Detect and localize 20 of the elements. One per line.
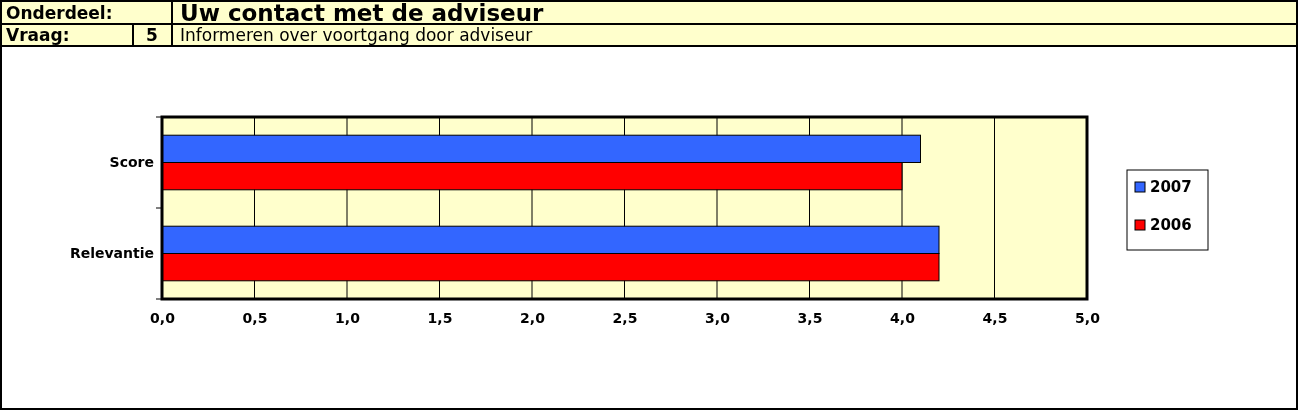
x-tick-label: 0,0 bbox=[150, 309, 176, 326]
x-tick-label: 2,0 bbox=[520, 309, 546, 326]
text: 5 bbox=[146, 25, 158, 45]
x-tick-label: 4,5 bbox=[982, 309, 1008, 326]
legend-label: 2007 bbox=[1150, 178, 1192, 196]
chart-title: Uw contact met de adviseur bbox=[180, 0, 545, 26]
x-tick-label: 2,5 bbox=[612, 309, 638, 326]
x-tick-label: 0,5 bbox=[242, 309, 268, 326]
x-tick-label: 3,0 bbox=[705, 309, 731, 326]
chart-subtitle: Informeren over voortgang door adviseur bbox=[180, 25, 533, 45]
y-tick-label: Score bbox=[109, 153, 154, 170]
y-tick-label: Relevantie bbox=[69, 244, 154, 261]
x-tick-label: 1,0 bbox=[335, 309, 361, 326]
x-tick-label: 1,5 bbox=[427, 309, 453, 326]
x-tick-label: 3,5 bbox=[797, 309, 823, 326]
text: Vraag: bbox=[6, 25, 70, 45]
text: Onderdeel: bbox=[6, 3, 113, 23]
legend-label: 2006 bbox=[1150, 216, 1192, 234]
x-tick-label: 5,0 bbox=[1075, 309, 1101, 326]
x-tick-label: 4,0 bbox=[890, 309, 916, 326]
